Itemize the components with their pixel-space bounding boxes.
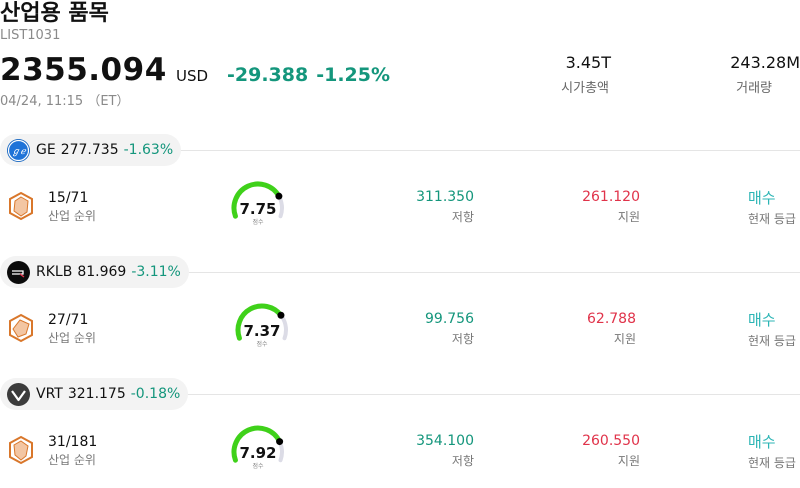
industry-rank-icon	[8, 435, 34, 469]
gauge-marker	[276, 438, 284, 446]
change-pct: -1.25%	[316, 64, 391, 86]
vrt-logo-icon	[7, 382, 30, 406]
page-title: 산업용 품목	[0, 1, 109, 26]
rklb-logo-icon	[7, 260, 30, 284]
volume-value: 243.28M	[730, 53, 800, 72]
score-small-label: 점수	[252, 219, 264, 226]
currency-label: USD	[176, 67, 209, 85]
market-cap-value: 3.45T	[565, 53, 611, 72]
industry-rank-label: 산업 순위	[48, 453, 96, 467]
svg-text:ℊℯ: ℊℯ	[11, 147, 27, 157]
support-value: 261.120	[582, 189, 640, 205]
score-small-label: 점수	[252, 463, 264, 470]
industry-rank-icon	[8, 313, 34, 347]
timestamp: 04/24, 11:15 （ET）	[0, 94, 130, 109]
industry-rank: 27/71	[48, 312, 89, 328]
support-label: 지원	[617, 454, 640, 468]
industry-rank: 31/181	[48, 434, 98, 450]
support-label: 지원	[613, 332, 636, 346]
list-code: LIST1031	[0, 28, 61, 43]
current-rating: 매수	[748, 189, 776, 207]
score-value: 7.75	[239, 200, 277, 218]
gauge-fill	[231, 181, 282, 219]
ticker: RKLB	[36, 264, 73, 280]
section-divider	[175, 150, 800, 151]
current-rating-label: 현재 등급	[748, 212, 796, 226]
score-value: 7.92	[239, 444, 277, 462]
resistance-label: 저항	[451, 210, 474, 224]
support-value: 62.788	[587, 311, 636, 327]
gauge-fill	[235, 303, 284, 341]
gauge-fill	[231, 425, 283, 463]
resistance-value: 311.350	[416, 189, 474, 205]
stock-change: -0.18%	[130, 386, 181, 402]
support-label: 지원	[617, 210, 640, 224]
industry-rank: 15/71	[48, 190, 89, 206]
volume-label: 거래량	[736, 81, 772, 96]
gauge-marker	[275, 192, 283, 200]
resistance-label: 저항	[451, 332, 474, 346]
section-divider	[175, 272, 800, 273]
stock-price: 277.735	[60, 142, 119, 158]
stock-change: -3.11%	[131, 264, 181, 280]
gauge-marker	[277, 311, 285, 319]
score-small-label: 점수	[256, 341, 268, 348]
section-divider	[175, 394, 800, 395]
price-change: -29.388 -1.25%	[227, 64, 390, 86]
support-value: 260.550	[582, 433, 640, 449]
stock-chip-rklb[interactable]: RKLB 81.969 -3.11%	[0, 256, 189, 288]
current-rating-label: 현재 등급	[748, 456, 796, 470]
industry-rank-label: 산업 순위	[48, 331, 96, 345]
ticker: VRT	[36, 386, 63, 402]
resistance-value: 354.100	[416, 433, 474, 449]
current-rating-label: 현재 등급	[748, 334, 796, 348]
stock-change: -1.63%	[123, 142, 174, 158]
ticker: GE	[36, 142, 56, 158]
stock-price: 321.175	[67, 386, 126, 402]
score-gauge	[217, 300, 307, 354]
industry-rank-icon	[8, 191, 34, 225]
current-rating: 매수	[748, 311, 776, 329]
resistance-label: 저항	[451, 454, 474, 468]
stock-price: 81.969	[77, 264, 127, 280]
current-rating: 매수	[748, 433, 776, 451]
ge-logo-icon: ℊℯ	[7, 138, 30, 162]
resistance-value: 99.756	[425, 311, 474, 327]
score-value: 7.37	[243, 322, 281, 340]
industry-rank-label: 산업 순위	[48, 209, 96, 223]
stock-chip-ge[interactable]: ℊℯ GE 277.735 -1.63%	[0, 134, 182, 166]
score-gauge	[213, 178, 303, 232]
change-abs: -29.388	[227, 64, 309, 86]
index-price: 2355.094	[0, 52, 167, 88]
score-gauge	[213, 422, 303, 476]
stock-chip-vrt[interactable]: VRT 321.175 -0.18%	[0, 378, 189, 410]
market-cap-label: 시가총액	[561, 81, 609, 96]
